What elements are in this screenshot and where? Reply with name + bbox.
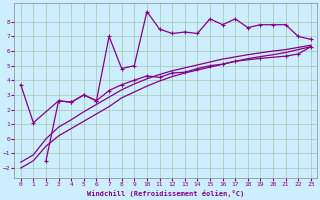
X-axis label: Windchill (Refroidissement éolien,°C): Windchill (Refroidissement éolien,°C) [87, 190, 244, 197]
